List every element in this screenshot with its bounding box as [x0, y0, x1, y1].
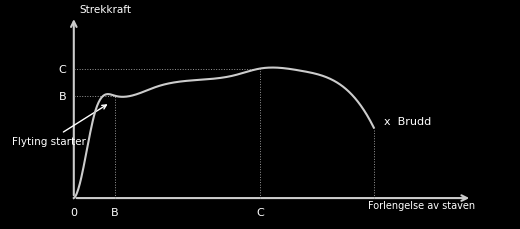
- Text: x  Brudd: x Brudd: [384, 116, 432, 126]
- Text: Flyting starter: Flyting starter: [12, 106, 107, 147]
- Text: C: C: [58, 64, 66, 74]
- Text: B: B: [111, 207, 119, 217]
- Text: B: B: [58, 91, 66, 101]
- Text: Forlengelse av staven: Forlengelse av staven: [368, 200, 475, 210]
- Text: 0: 0: [70, 207, 77, 217]
- Text: C: C: [256, 207, 264, 217]
- Text: Strekkraft: Strekkraft: [79, 5, 131, 15]
